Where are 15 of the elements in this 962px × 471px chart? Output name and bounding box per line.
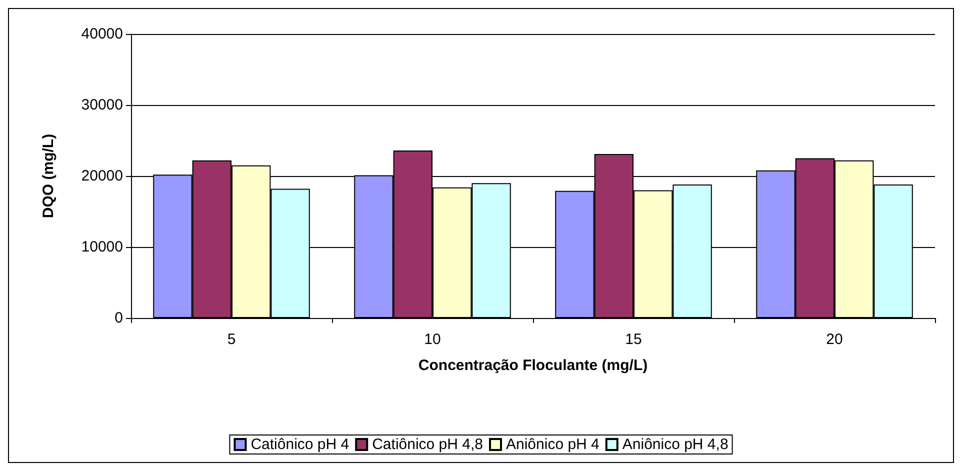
x-tick-label: 10: [424, 331, 441, 348]
y-tick-label: 0: [114, 310, 123, 326]
x-tick-label: 15: [625, 331, 642, 348]
legend-label: Aniônico pH 4,8: [622, 436, 728, 453]
x-axis-title: Concentração Floculante (mg/L): [418, 357, 648, 374]
y-axis-title: DQO (mg/L): [40, 134, 57, 218]
x-tick-label: 5: [227, 331, 236, 348]
y-tick-label: 20000: [81, 168, 123, 184]
legend-label: Catiônico pH 4: [250, 436, 350, 453]
legend-label: Aniônico pH 4: [506, 436, 600, 453]
y-tick-label: 30000: [81, 96, 123, 114]
x-tick-label: 20: [826, 331, 843, 348]
legend-label: Catiônico pH 4,8: [372, 436, 484, 453]
y-tick-label: 40000: [81, 26, 123, 42]
y-tick-label: 10000: [81, 238, 123, 256]
